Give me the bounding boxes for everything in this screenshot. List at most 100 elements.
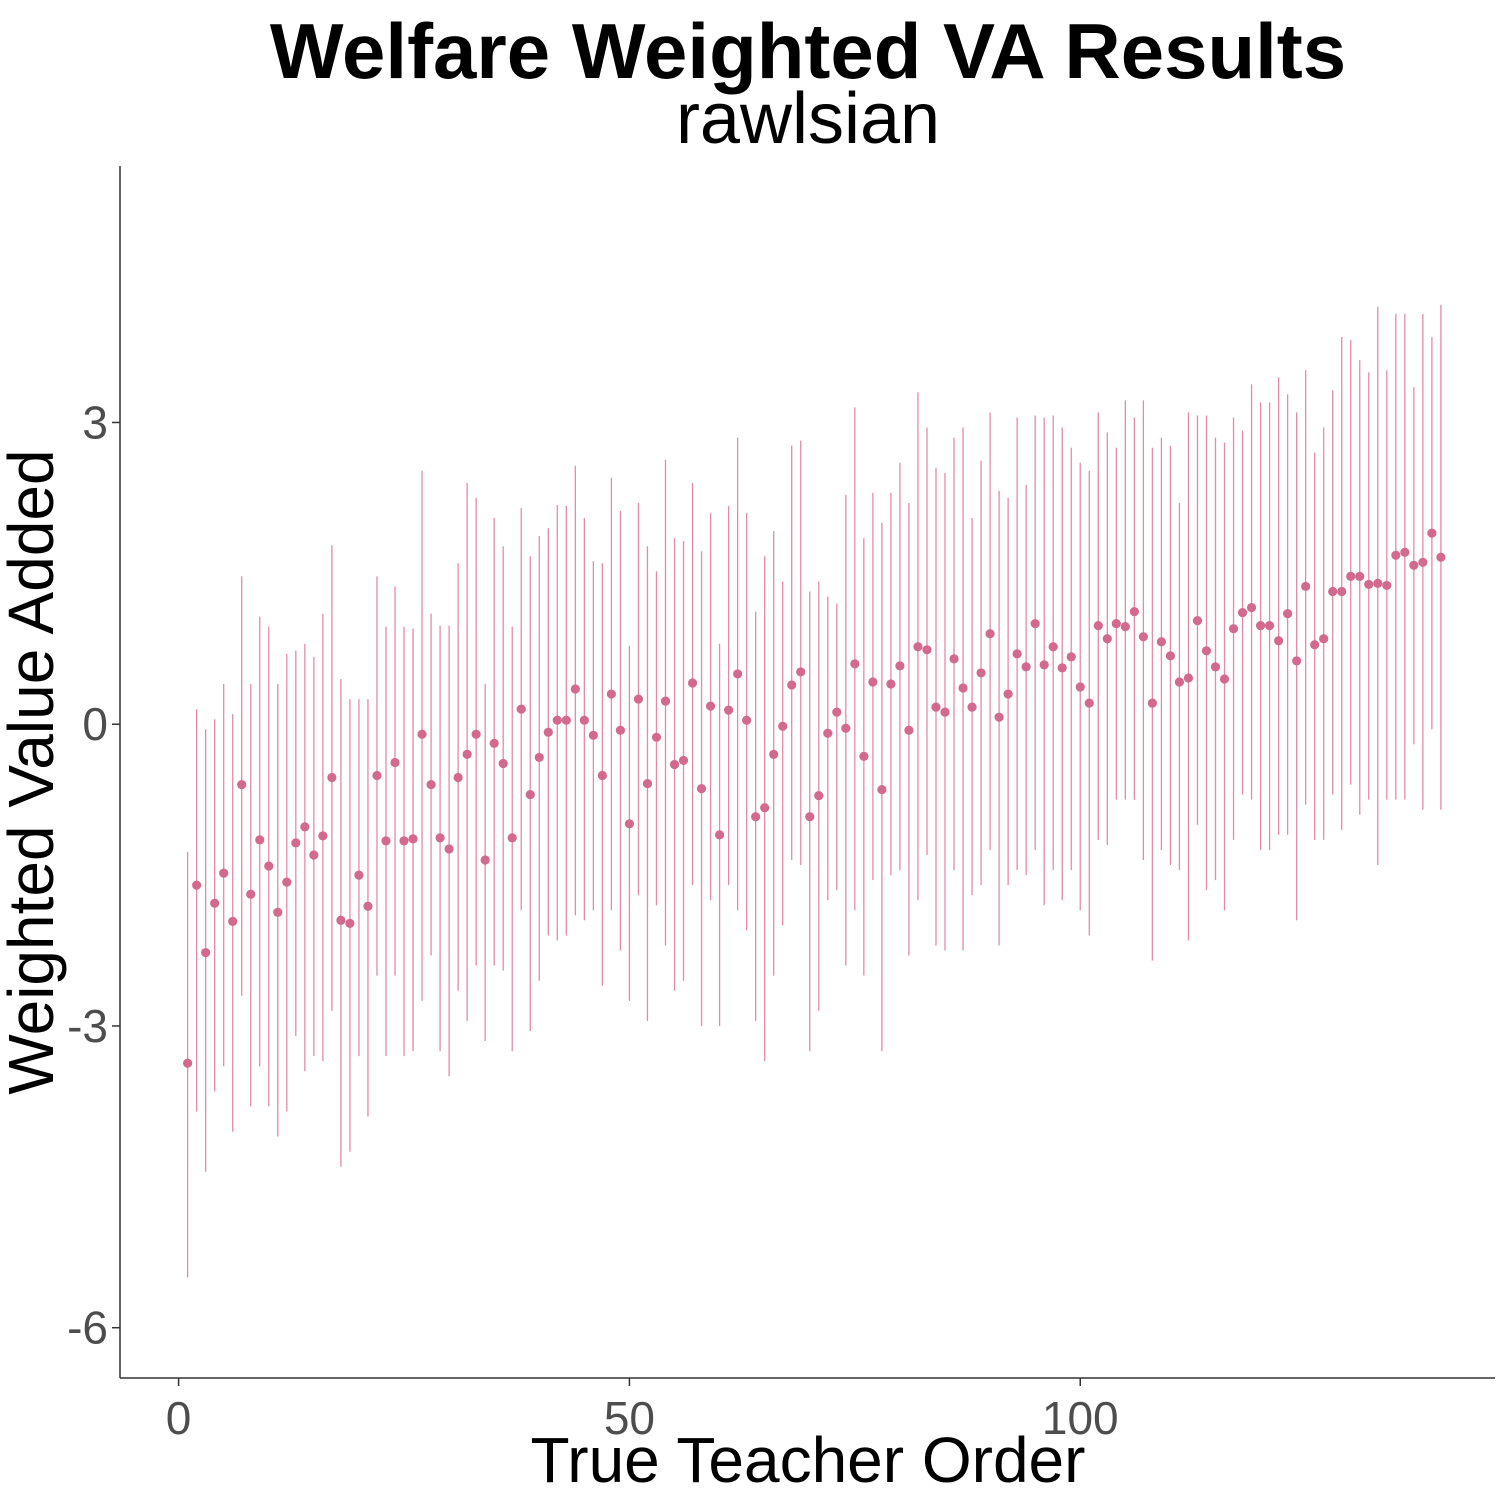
data-point bbox=[489, 738, 499, 748]
data-point bbox=[850, 659, 860, 669]
data-point bbox=[1111, 619, 1121, 629]
data-point bbox=[1255, 621, 1266, 631]
data-point bbox=[1228, 624, 1239, 634]
y-axis-title: Weighted Value Added bbox=[0, 449, 67, 1094]
data-point bbox=[967, 702, 977, 712]
data-point bbox=[372, 770, 382, 781]
data-point bbox=[1129, 606, 1139, 617]
x-axis: 0 50 100 bbox=[166, 1378, 1119, 1444]
data-point bbox=[417, 729, 427, 739]
data-point bbox=[1237, 607, 1248, 618]
data-point bbox=[345, 918, 355, 928]
data-point bbox=[841, 723, 851, 733]
data-point bbox=[1003, 689, 1013, 699]
data-point bbox=[1391, 550, 1401, 560]
data-point bbox=[660, 696, 671, 706]
data-point bbox=[1328, 586, 1338, 597]
data-point bbox=[1219, 674, 1230, 684]
data-point bbox=[1409, 560, 1419, 570]
data-point bbox=[426, 779, 436, 790]
data-point bbox=[1310, 640, 1320, 650]
data-point bbox=[1156, 637, 1166, 647]
data-point bbox=[273, 907, 283, 917]
data-point bbox=[1021, 662, 1031, 672]
data-point bbox=[651, 732, 662, 742]
data-point bbox=[760, 803, 770, 813]
data-point bbox=[796, 667, 806, 677]
data-point bbox=[300, 822, 310, 832]
data-point bbox=[201, 947, 211, 958]
data-point bbox=[624, 819, 635, 829]
data-point bbox=[1355, 571, 1365, 581]
x-axis-title: True Teacher Order bbox=[531, 1424, 1086, 1496]
data-point bbox=[1102, 634, 1112, 644]
data-point bbox=[1418, 557, 1428, 567]
y-axis: -6 -3 0 3 bbox=[67, 396, 120, 1354]
data-point bbox=[805, 812, 815, 822]
data-point bbox=[1346, 571, 1356, 581]
data-point bbox=[1147, 698, 1157, 708]
data-point bbox=[408, 834, 418, 844]
y-tick-label: -6 bbox=[67, 1302, 108, 1354]
data-point bbox=[742, 715, 752, 725]
data-point bbox=[949, 654, 959, 664]
data-point bbox=[1030, 619, 1040, 629]
data-point bbox=[769, 749, 779, 759]
data-point bbox=[363, 901, 373, 911]
data-point bbox=[453, 772, 463, 783]
data-point bbox=[642, 778, 653, 789]
data-point bbox=[327, 772, 337, 783]
data-point bbox=[570, 684, 580, 694]
data-point bbox=[1174, 677, 1185, 687]
data-point bbox=[787, 680, 797, 690]
data-point bbox=[561, 715, 571, 725]
data-point bbox=[606, 689, 616, 699]
plot-area bbox=[183, 304, 1446, 1278]
data-point bbox=[696, 783, 707, 794]
data-point bbox=[1364, 579, 1374, 590]
data-point bbox=[895, 661, 905, 671]
data-point bbox=[444, 844, 454, 854]
x-tick-label: 100 bbox=[1042, 1392, 1119, 1444]
data-point bbox=[462, 749, 472, 759]
y-tick-label: -3 bbox=[67, 1000, 108, 1052]
data-point bbox=[264, 861, 274, 871]
data-point bbox=[1012, 649, 1022, 659]
data-point bbox=[1382, 580, 1392, 591]
data-point bbox=[390, 757, 400, 768]
data-point bbox=[985, 629, 995, 639]
data-point bbox=[1264, 621, 1275, 631]
data-point bbox=[1048, 642, 1058, 652]
data-point bbox=[183, 1058, 193, 1068]
data-point bbox=[931, 702, 941, 712]
data-point bbox=[1292, 656, 1302, 666]
data-point bbox=[615, 725, 626, 735]
data-point bbox=[282, 877, 292, 887]
data-point bbox=[976, 668, 986, 678]
data-point bbox=[1301, 581, 1311, 592]
y-tick-label: 3 bbox=[82, 396, 108, 448]
data-point bbox=[525, 790, 535, 800]
data-point bbox=[859, 751, 869, 762]
data-point bbox=[1436, 552, 1446, 562]
data-point bbox=[724, 705, 734, 715]
chart-subtitle: rawlsian bbox=[676, 79, 940, 159]
data-point bbox=[435, 833, 445, 843]
data-point bbox=[1201, 646, 1212, 656]
data-point bbox=[751, 812, 761, 822]
data-point bbox=[823, 728, 833, 738]
data-point bbox=[552, 715, 562, 725]
data-point bbox=[904, 725, 914, 735]
data-point bbox=[994, 712, 1004, 722]
data-point bbox=[1400, 547, 1410, 557]
data-point bbox=[498, 758, 508, 769]
data-point bbox=[1274, 636, 1284, 646]
x-tick-label: 50 bbox=[604, 1392, 655, 1444]
data-point bbox=[1246, 602, 1257, 613]
data-point bbox=[192, 880, 202, 890]
data-point bbox=[1283, 608, 1293, 619]
data-point bbox=[309, 850, 319, 860]
data-point bbox=[336, 915, 346, 925]
data-point bbox=[507, 833, 517, 843]
